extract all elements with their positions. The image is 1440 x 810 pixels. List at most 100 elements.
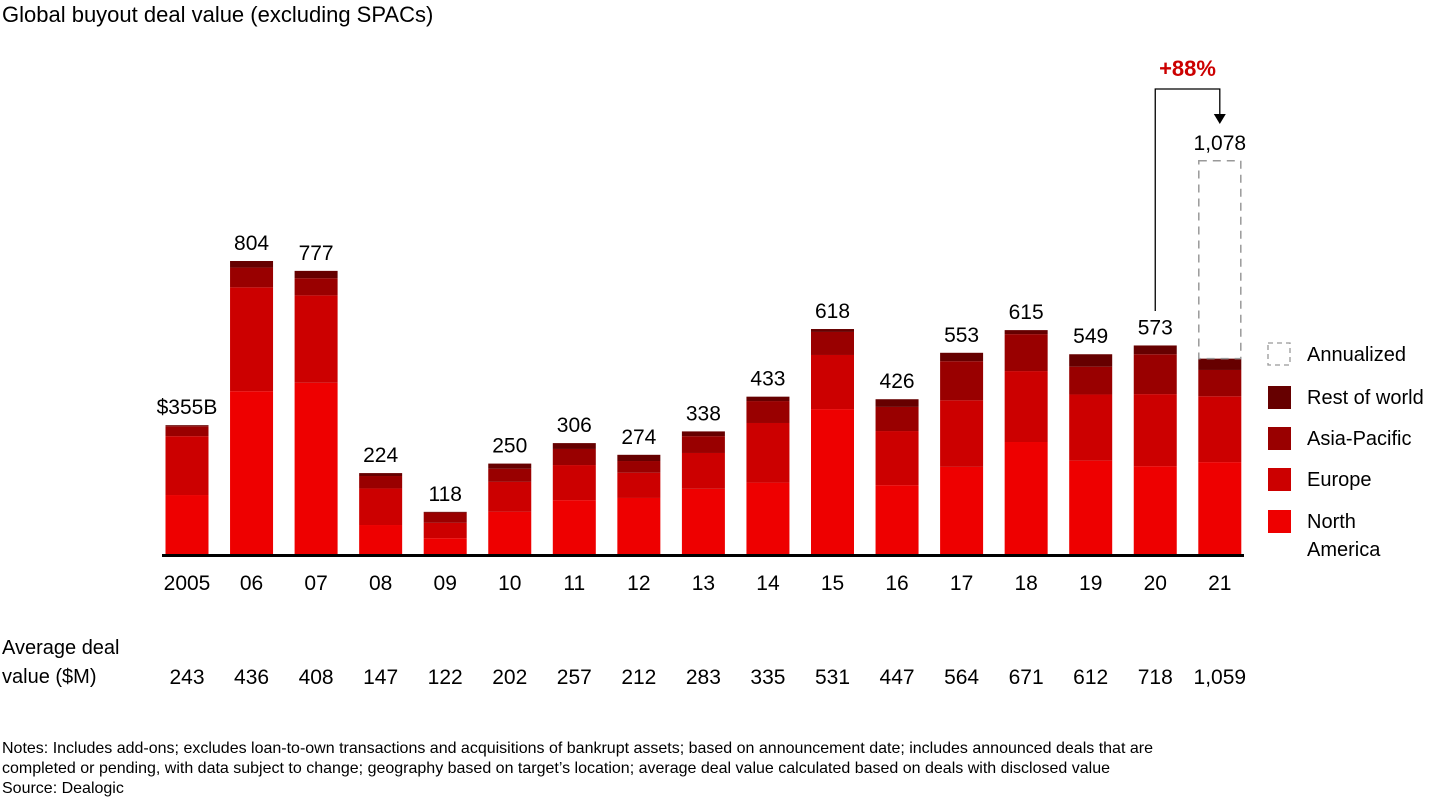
total-label: 777 [299, 242, 334, 265]
x-tick-label: 15 [821, 572, 844, 595]
bar-segment-asia-pacific [617, 461, 661, 473]
total-label: 615 [1009, 301, 1044, 324]
bar-segment-europe [1198, 396, 1242, 463]
bar-segment-north-america [230, 391, 274, 555]
bar-segment-europe [294, 295, 338, 383]
total-label: 250 [492, 435, 527, 458]
annualized-box [1198, 160, 1242, 360]
avg-deal-value: 122 [428, 666, 463, 689]
total-label: 338 [686, 402, 721, 425]
x-tick-label: 16 [885, 572, 908, 595]
growth-annotation: +88% [1154, 56, 1226, 311]
bar-segment-north-america [1198, 462, 1242, 555]
bar-segment-north-america [1133, 466, 1177, 555]
bar-segment-asia-pacific [488, 468, 532, 482]
bars-group [165, 160, 1242, 555]
legend-label: Europe [1307, 469, 1372, 491]
growth-percent-label: +88% [1159, 56, 1216, 81]
x-tick-label: 17 [950, 572, 973, 595]
legend-label-north-america-line1: North [1307, 511, 1356, 533]
total-label: 1,078 [1194, 132, 1247, 155]
bar-segment-rest-of-world [940, 352, 984, 362]
bar-segment-asia-pacific [230, 267, 274, 288]
bar-segment-north-america [359, 525, 403, 555]
bar-segment-rest-of-world [488, 463, 532, 469]
bar-segment-europe [230, 287, 274, 392]
bar-segment-north-america [294, 382, 338, 555]
avg-deal-value: 243 [169, 666, 204, 689]
bar-segment-europe [875, 431, 919, 486]
bar-segment-rest-of-world [875, 399, 919, 407]
bar-segment-rest-of-world [1198, 358, 1242, 370]
avg-deal-value: 436 [234, 666, 269, 689]
x-tick-label: 18 [1014, 572, 1037, 595]
bar-segment-europe [1069, 394, 1113, 461]
x-tick-label: 08 [369, 572, 392, 595]
average-deal-value-label: Average deal value ($M) [2, 634, 120, 692]
x-tick-label: 11 [563, 572, 585, 595]
avg-deal-value: 1,059 [1194, 666, 1247, 689]
avg-label-line1: Average deal [2, 637, 120, 659]
bar-segment-north-america [746, 482, 790, 555]
avg-deal-value: 202 [492, 666, 527, 689]
bar-segment-rest-of-world [617, 454, 661, 462]
total-label: 573 [1138, 316, 1173, 339]
x-tick-label: 09 [434, 572, 457, 595]
bar-segment-north-america [488, 511, 532, 555]
total-labels-group: $355B 804 777 224 118 250 306 274 338 433 618 426 55… [157, 132, 1246, 506]
total-label: 118 [428, 483, 461, 506]
x-tick-labels: 2005 06 07 08 09 10 11 12 13 14 15 16 17 18 19 20 21 [164, 572, 1232, 595]
bar-segment-asia-pacific [294, 278, 338, 296]
bar-segment-asia-pacific [1198, 369, 1242, 397]
total-label: 224 [363, 444, 398, 467]
x-tick-label: 14 [756, 572, 780, 595]
bar-segment-rest-of-world [230, 261, 274, 268]
bar-segment-asia-pacific [1004, 334, 1048, 372]
x-tick-label: 10 [498, 572, 521, 595]
total-label: 618 [815, 300, 850, 323]
bar-segment-asia-pacific [1069, 366, 1113, 395]
bar-segment-europe [552, 465, 596, 501]
avg-deal-value: 612 [1073, 666, 1108, 689]
bar-segment-europe [488, 481, 532, 512]
bar-segment-rest-of-world [811, 329, 854, 332]
bar-segment-rest-of-world [359, 473, 403, 477]
arrow-head-icon [1213, 114, 1226, 124]
x-tick-label: 21 [1208, 572, 1231, 595]
avg-deal-value: 283 [686, 666, 721, 689]
notes-line-2: completed or pending, with data subject … [2, 760, 1110, 777]
bar-segment-europe [681, 452, 725, 489]
bar-segment-rest-of-world [1004, 330, 1048, 335]
legend-swatch [1268, 510, 1291, 533]
x-tick-label: 19 [1079, 572, 1102, 595]
legend-swatch-annualized [1267, 342, 1291, 366]
bar-segment-europe [1004, 371, 1048, 443]
bar-segment-asia-pacific [746, 401, 790, 423]
annotation-bracket [1154, 88, 1221, 311]
notes-line-1: Notes: Includes add-ons; excludes loan-t… [2, 740, 1153, 757]
x-tick-label: 07 [304, 572, 327, 595]
bar-segment-rest-of-world [294, 270, 338, 279]
total-label: 274 [621, 426, 656, 449]
bar-segment-north-america [875, 485, 919, 555]
bar-segment-asia-pacific [359, 476, 403, 489]
bar-segment-asia-pacific [681, 436, 725, 453]
bar-segment-asia-pacific [1133, 354, 1177, 395]
total-label: 549 [1073, 325, 1108, 348]
legend-label-north-america-line2: America [1307, 539, 1381, 561]
bar-segment-europe [423, 522, 467, 539]
bar-segment-asia-pacific [165, 426, 209, 437]
bar-segment-europe [165, 436, 209, 496]
bar-segment-asia-pacific [552, 448, 596, 466]
bar-segment-north-america [1004, 442, 1048, 555]
x-tick-label: 12 [627, 572, 650, 595]
avg-deal-value: 671 [1009, 666, 1044, 689]
bar-segment-north-america [617, 497, 661, 555]
legend-label: Rest of world [1307, 387, 1424, 409]
avg-deal-value: 531 [815, 666, 850, 689]
avg-deal-value: 147 [363, 666, 398, 689]
bar-segment-asia-pacific [940, 361, 984, 401]
bar-segment-north-america [423, 538, 467, 555]
bar-segment-rest-of-world [746, 396, 790, 402]
chart-title: Global buyout deal value (excluding SPAC… [2, 2, 434, 27]
